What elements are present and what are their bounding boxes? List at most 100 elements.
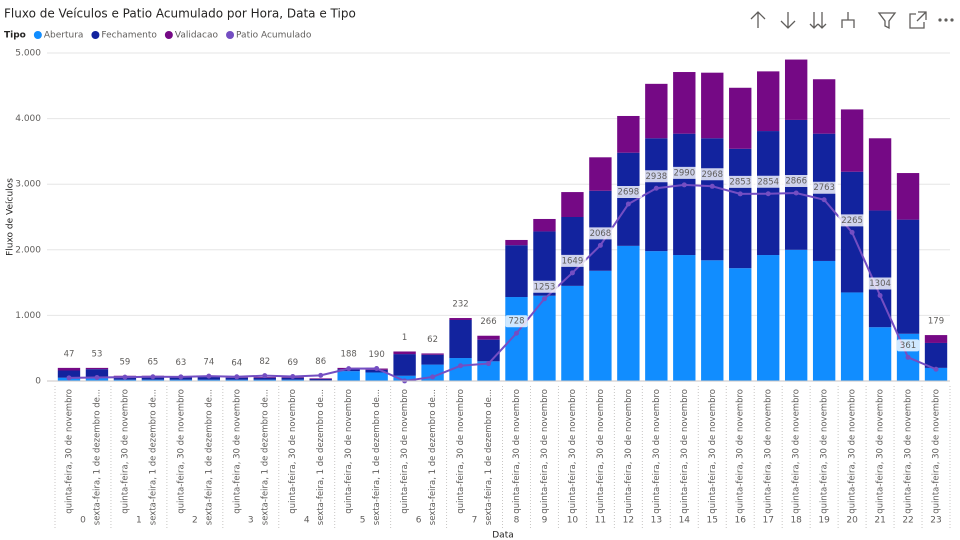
group-label: 5 (360, 516, 366, 526)
bar-segment (225, 379, 248, 381)
bar-segment (309, 378, 332, 380)
more-icon[interactable] (938, 18, 954, 22)
hierarchy-icon[interactable] (841, 12, 855, 28)
x-tick-label: quinta-feira, 30 de novembro (120, 389, 130, 514)
focus-icon[interactable] (909, 11, 927, 29)
toolbar (750, 11, 954, 30)
data-label: 2866 (785, 176, 807, 186)
data-label: 232 (452, 300, 468, 310)
data-label: 2854 (757, 177, 779, 187)
bar-segment (393, 351, 416, 355)
line-marker (569, 270, 575, 276)
line-marker (513, 330, 519, 336)
bar-segment (701, 72, 724, 139)
bar-segment (85, 369, 109, 378)
line-marker (150, 374, 156, 380)
data-label: 190 (369, 350, 385, 360)
x-tick-label: sexta-feira, 1 de dezembro de... (484, 389, 494, 525)
bar-segment (673, 255, 696, 381)
data-label-bg (558, 254, 587, 267)
bar-segment (645, 138, 668, 252)
group-label: 18 (790, 516, 802, 526)
x-tick-label: quinta-feira, 30 de novembro (400, 389, 410, 514)
bar-segment (533, 218, 556, 232)
x-tick-label: quinta-feira, 30 de novembro (344, 389, 354, 514)
line-marker (933, 366, 939, 372)
bar-segment (421, 353, 444, 355)
group-label: 8 (514, 516, 520, 526)
data-label: 1253 (534, 282, 556, 292)
filter-icon[interactable] (877, 12, 897, 30)
data-label: 74 (203, 358, 214, 368)
x-tick-label: quinta-feira, 30 de novembro (652, 389, 662, 514)
group-label: 23 (930, 516, 941, 526)
expand-all-icon[interactable] (809, 12, 827, 29)
bar-segment (477, 339, 500, 362)
data-label-bg (530, 280, 559, 293)
group-label: 21 (874, 516, 885, 526)
bar-segment (309, 379, 332, 381)
bar-segment (729, 148, 752, 269)
line-marker (178, 374, 184, 380)
legend-title: Tipo (4, 31, 26, 41)
bar-segment (729, 268, 752, 381)
data-label: 2698 (618, 188, 640, 198)
line-marker (877, 292, 883, 298)
line-marker (234, 374, 240, 380)
legend-swatch (164, 31, 173, 39)
line-marker (849, 229, 855, 235)
bar-segment (365, 369, 388, 373)
x-tick-label: quinta-feira, 30 de novembro (568, 389, 578, 514)
data-label: 1649 (562, 256, 584, 266)
bar-segment (673, 133, 696, 256)
y-tick-label: 1.000 (15, 311, 41, 321)
bar-segment (868, 138, 892, 211)
line-marker (430, 374, 436, 380)
data-label: 188 (341, 349, 357, 359)
x-tick-label: sexta-feira, 1 de dezembro de... (92, 389, 102, 525)
line-marker (290, 373, 296, 379)
legend-label: Abertura (44, 31, 84, 41)
x-tick-label: quinta-feira, 30 de novembro (764, 389, 774, 514)
data-label-bg (782, 174, 810, 187)
group-label: 4 (304, 516, 310, 526)
bar-segment (337, 371, 360, 381)
drill-up-icon[interactable] (750, 11, 766, 28)
data-label: 69 (287, 358, 298, 368)
bar-segment (924, 367, 948, 381)
bar-segment (812, 260, 836, 381)
x-tick-label: quinta-feira, 30 de novembro (64, 389, 74, 514)
bar-segment (896, 219, 920, 334)
x-tick-label: quinta-feira, 30 de novembro (176, 389, 186, 514)
bar-segment (505, 239, 528, 246)
data-label: 1304 (869, 279, 891, 289)
group-label: 6 (416, 516, 422, 526)
group-label: 17 (762, 516, 773, 526)
bar-segment (113, 379, 137, 381)
bar-segment (505, 245, 528, 298)
data-label-bg (754, 175, 783, 188)
bar-segment (449, 318, 472, 320)
data-label: 63 (175, 358, 186, 368)
group-label: 16 (735, 516, 747, 526)
group-label: 15 (707, 516, 718, 526)
line-marker (458, 363, 464, 369)
x-axis-label: Data (492, 531, 514, 540)
legend-swatch (33, 31, 42, 39)
x-tick-label: quinta-feira, 30 de novembro (736, 389, 746, 514)
data-label: 2763 (813, 183, 835, 193)
group-label: 10 (567, 516, 579, 526)
line-marker (709, 183, 715, 189)
bar-segment (449, 319, 472, 359)
line-marker (346, 366, 352, 372)
group-label: 3 (248, 516, 254, 526)
bar-segment (617, 245, 640, 381)
data-label-bg (670, 166, 699, 179)
line-marker (318, 372, 324, 378)
x-tick-label: quinta-feira, 30 de novembro (624, 389, 634, 514)
bar-segment (673, 72, 696, 134)
drill-down-icon[interactable] (780, 12, 796, 29)
line-marker (541, 296, 547, 302)
line-marker (905, 354, 911, 360)
group-label: 2 (192, 516, 198, 526)
